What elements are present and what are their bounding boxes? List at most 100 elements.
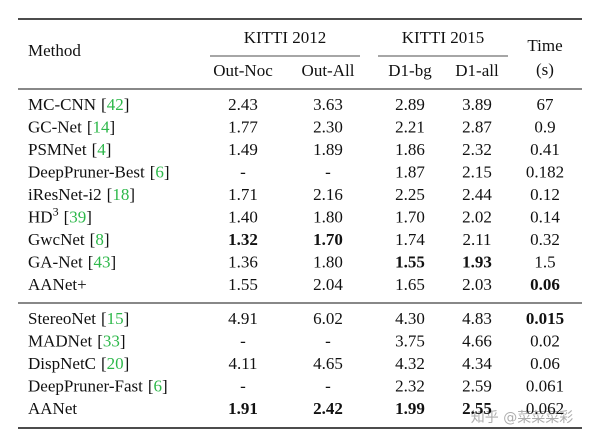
value-cell: 67 (537, 95, 555, 114)
value-cell: 0.12 (530, 185, 560, 204)
value-cell: 1.70 (395, 207, 425, 226)
value-cell: 0.14 (530, 207, 560, 226)
citation: [18] (107, 185, 135, 204)
value-cell: 2.32 (462, 140, 492, 159)
method-sup: 3 (53, 204, 59, 218)
method-name: PSMNet (28, 140, 87, 159)
value-cell: 0.32 (530, 230, 560, 249)
method-cell: AANet+ (28, 275, 87, 294)
method-name: MADNet (28, 331, 92, 350)
method-name: DeepPruner-Fast (28, 376, 143, 395)
value-cell: 2.44 (462, 185, 492, 204)
value-cell: 1.87 (395, 162, 425, 181)
value-cell: 1.5 (534, 252, 555, 271)
value-cell: 2.43 (228, 95, 258, 114)
value-cell: 2.32 (395, 376, 425, 395)
column-header: Out-All (302, 61, 355, 80)
time-header: Time (527, 36, 562, 55)
value-cell: 2.87 (462, 117, 492, 136)
value-cell: - (240, 331, 246, 350)
value-cell: 3.75 (395, 331, 425, 350)
method-cell: PSMNet [4] (28, 140, 111, 159)
value-cell: 1.32 (228, 230, 258, 249)
value-cell: 0.9 (534, 117, 555, 136)
value-cell: 3.89 (462, 95, 492, 114)
value-cell: 0.062 (526, 399, 564, 418)
method-cell: iResNet-i2 [18] (28, 185, 135, 204)
value-cell: - (240, 376, 246, 395)
group-header: KITTI 2015 (402, 28, 485, 47)
value-cell: 1.91 (228, 399, 258, 418)
value-cell: 2.11 (462, 230, 491, 249)
method-cell: GC-Net [14] (28, 117, 115, 136)
method-name: HD (28, 207, 53, 226)
time-unit: (s) (536, 60, 554, 79)
method-name: StereoNet (28, 309, 96, 328)
value-cell: 1.80 (313, 207, 343, 226)
method-header: Method (28, 41, 81, 60)
method-cell: MADNet [33] (28, 331, 126, 350)
value-cell: 1.40 (228, 207, 258, 226)
value-cell: 1.89 (313, 140, 343, 159)
citation: [42] (101, 95, 129, 114)
method-cell: AANet (28, 399, 77, 418)
value-cell: 4.32 (395, 354, 425, 373)
value-cell: 1.86 (395, 140, 425, 159)
method-name: DeepPruner-Best (28, 162, 145, 181)
value-cell: 2.30 (313, 117, 343, 136)
method-name: AANet (28, 399, 77, 418)
value-cell: 1.55 (228, 275, 258, 294)
citation: [6] (148, 376, 168, 395)
value-cell: 2.15 (462, 162, 492, 181)
method-name: GA-Net (28, 252, 83, 271)
value-cell: - (325, 162, 331, 181)
value-cell: 4.30 (395, 309, 425, 328)
value-cell: 1.36 (228, 252, 258, 271)
method-cell: MC-CNN [42] (28, 95, 129, 114)
value-cell: 0.061 (526, 376, 564, 395)
value-cell: 2.02 (462, 207, 492, 226)
method-cell: HD3 [39] (28, 204, 92, 226)
value-cell: 4.91 (228, 309, 258, 328)
method-cell: DeepPruner-Best [6] (28, 162, 170, 181)
value-cell: 0.02 (530, 331, 560, 350)
value-cell: 1.99 (395, 399, 425, 418)
method-name: GwcNet (28, 230, 85, 249)
value-cell: 0.06 (530, 275, 560, 294)
value-cell: - (325, 331, 331, 350)
value-cell: - (325, 376, 331, 395)
method-cell: GwcNet [8] (28, 230, 110, 249)
value-cell: 1.80 (313, 252, 343, 271)
value-cell: 0.41 (530, 140, 560, 159)
value-cell: 4.34 (462, 354, 492, 373)
value-cell: 2.03 (462, 275, 492, 294)
value-cell: - (240, 162, 246, 181)
value-cell: 2.59 (462, 376, 492, 395)
method-cell: DispNetC [20] (28, 354, 129, 373)
value-cell: 1.49 (228, 140, 258, 159)
group-header: KITTI 2012 (244, 28, 327, 47)
value-cell: 6.02 (313, 309, 343, 328)
citation: [6] (150, 162, 170, 181)
value-cell: 2.04 (313, 275, 343, 294)
method-name: GC-Net (28, 117, 82, 136)
value-cell: 0.182 (526, 162, 564, 181)
method-cell: StereoNet [15] (28, 309, 129, 328)
value-cell: 0.015 (526, 309, 564, 328)
value-cell: 1.77 (228, 117, 258, 136)
column-header: Out-Noc (213, 61, 273, 80)
value-cell: 1.74 (395, 230, 425, 249)
value-cell: 2.21 (395, 117, 425, 136)
method-name: iResNet-i2 (28, 185, 102, 204)
watermark: 知乎 @菜菜菜彩 (471, 409, 573, 426)
method-cell: GA-Net [43] (28, 252, 116, 271)
citation: [43] (88, 252, 116, 271)
value-cell: 1.70 (313, 230, 343, 249)
value-cell: 4.66 (462, 331, 492, 350)
citation: [15] (101, 309, 129, 328)
value-cell: 1.65 (395, 275, 425, 294)
value-cell: 1.71 (228, 185, 258, 204)
citation: [8] (90, 230, 110, 249)
value-cell: 4.83 (462, 309, 492, 328)
